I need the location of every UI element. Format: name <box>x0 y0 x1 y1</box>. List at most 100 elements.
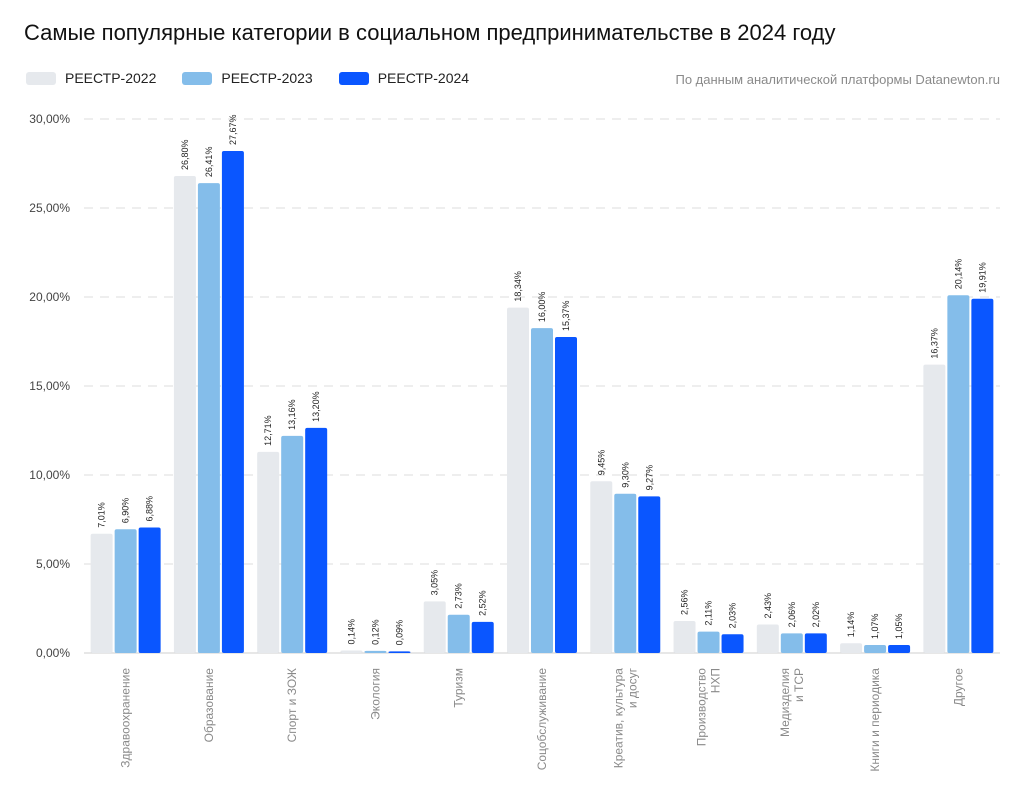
y-tick-label: 10,00% <box>29 468 70 482</box>
legend-swatch-2023 <box>182 71 213 85</box>
bar <box>947 295 970 653</box>
bar <box>114 529 137 653</box>
data-label: 18,34% <box>513 271 523 302</box>
legend-swatch-2022 <box>26 71 56 85</box>
data-label: 2,43% <box>763 593 773 619</box>
bar <box>864 644 887 653</box>
bar <box>281 435 304 653</box>
bar <box>697 631 720 653</box>
data-label: 9,45% <box>596 450 606 476</box>
category-label: Соцобслуживание <box>535 668 549 771</box>
category-label: Другое <box>951 668 965 706</box>
bar <box>780 633 803 653</box>
category-label: Креатив, культура <box>611 668 625 769</box>
data-label: 9,30% <box>620 462 630 488</box>
data-label: 20,14% <box>953 259 963 290</box>
category-label: Книги и периодика <box>868 668 882 772</box>
data-label: 26,80% <box>180 139 190 170</box>
data-label: 2,11% <box>704 601 714 626</box>
data-label: 3,05% <box>430 570 440 596</box>
legend-item-2022: РЕЕСТР-2022 <box>26 70 156 86</box>
category-label: Здравоохранение <box>119 668 133 768</box>
y-tick-label: 30,00% <box>29 112 70 126</box>
data-label: 7,01% <box>97 502 107 528</box>
y-tick-label: 25,00% <box>29 201 70 215</box>
category-label: НХП <box>709 668 723 693</box>
bar <box>531 328 553 653</box>
data-label: 19,91% <box>977 262 987 293</box>
category-label: Туризм <box>452 668 466 708</box>
category-label: Производство <box>695 668 709 747</box>
data-label: 2,06% <box>787 602 797 628</box>
bar <box>756 624 779 653</box>
data-label: 15,37% <box>561 301 571 332</box>
data-label: 6,90% <box>121 498 131 524</box>
data-label: 2,52% <box>478 590 488 616</box>
category-label: и досуг <box>625 667 639 708</box>
data-label: 26,41% <box>204 147 214 178</box>
bar <box>388 651 411 653</box>
bar <box>555 337 577 653</box>
y-tick-label: 0,00% <box>36 646 70 660</box>
bar <box>923 364 946 653</box>
legend-swatch-2024 <box>338 71 369 85</box>
category-label: Экология <box>368 668 382 720</box>
data-source-note: По данным аналитической платформы Datane… <box>675 72 1000 87</box>
data-label: 9,27% <box>644 465 654 491</box>
data-label: 6,88% <box>145 496 155 522</box>
data-label: 12,71% <box>263 415 273 446</box>
chart-title: Самые популярные категории в социальном … <box>24 20 836 45</box>
data-label: 0,09% <box>394 620 404 646</box>
bar <box>257 451 280 653</box>
bar <box>971 298 994 653</box>
bar <box>804 633 827 653</box>
bar <box>614 493 637 653</box>
bar <box>197 183 220 653</box>
data-label: 1,07% <box>870 613 880 639</box>
bar <box>221 151 244 654</box>
legend-item-2024: РЕЕСТР-2024 <box>338 70 470 86</box>
y-tick-label: 15,00% <box>29 379 70 393</box>
y-tick-label: 5,00% <box>36 557 70 571</box>
data-label: 16,00% <box>537 292 547 323</box>
legend-label-2023: РЕЕСТР-2023 <box>221 70 313 86</box>
data-label: 27,67% <box>228 115 238 146</box>
bar <box>638 496 661 653</box>
category-label: Медизделия <box>778 668 792 737</box>
bar <box>447 614 470 653</box>
bar <box>423 601 446 653</box>
bar <box>673 620 696 653</box>
data-label: 2,73% <box>454 583 464 609</box>
bar <box>721 634 744 653</box>
data-label: 1,05% <box>894 613 904 639</box>
chart-legend: РЕЕСТР-2022 РЕЕСТР-2023 РЕЕСТР-2024 <box>26 70 469 86</box>
data-label: 0,12% <box>370 619 380 645</box>
legend-label-2022: РЕЕСТР-2022 <box>65 70 157 86</box>
data-label: 0,14% <box>346 619 356 645</box>
legend-item-2023: РЕЕСТР-2023 <box>182 70 313 86</box>
bar <box>471 621 494 653</box>
y-tick-label: 20,00% <box>29 290 70 304</box>
data-label: 2,03% <box>728 603 738 629</box>
data-label: 2,56% <box>680 589 690 615</box>
bar <box>173 175 196 653</box>
bar <box>305 427 328 653</box>
legend-label-2024: РЕЕСТР-2024 <box>377 70 470 86</box>
data-label: 2,02% <box>811 602 821 628</box>
category-label: Спорт и ЗОЖ <box>285 668 299 742</box>
bar <box>888 644 911 653</box>
bar <box>507 307 529 653</box>
bar <box>340 650 363 653</box>
category-label: Образование <box>202 668 216 743</box>
data-label: 16,37% <box>929 328 939 359</box>
data-label: 13,20% <box>311 391 321 422</box>
category-label: и ТСР <box>792 668 806 702</box>
bar <box>90 533 113 653</box>
bar <box>364 650 387 653</box>
data-label: 13,16% <box>287 399 297 430</box>
bar <box>138 527 161 653</box>
bar <box>590 481 613 653</box>
bar <box>840 643 863 653</box>
data-label: 1,14% <box>846 612 856 638</box>
